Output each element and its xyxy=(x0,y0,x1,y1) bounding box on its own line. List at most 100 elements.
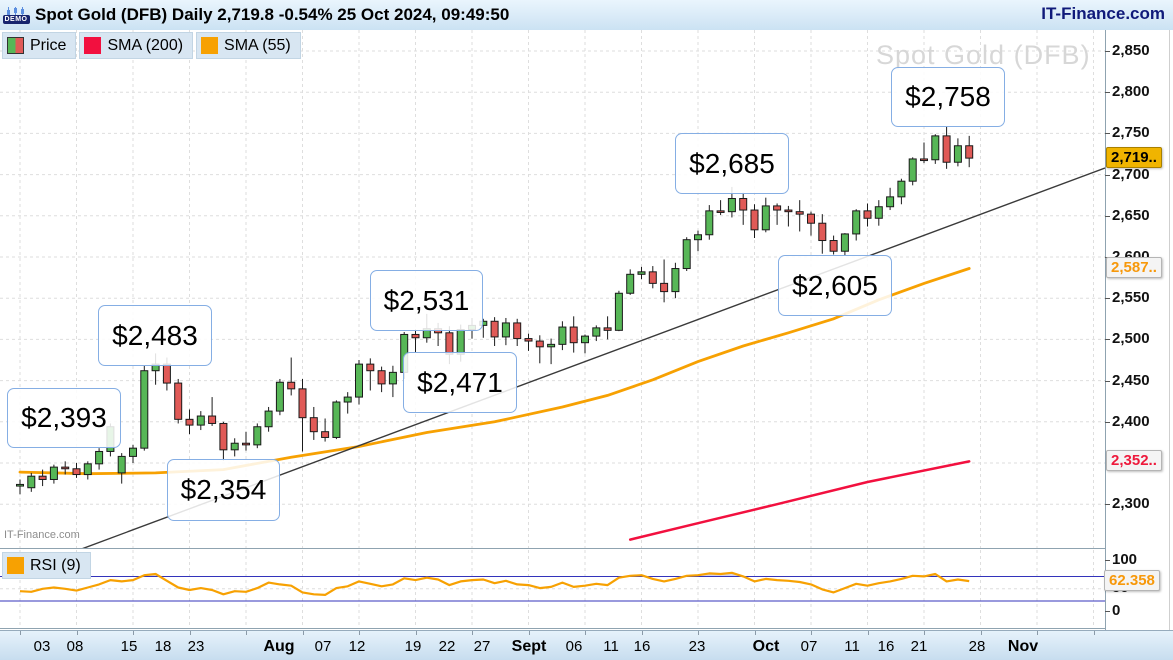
candle[interactable] xyxy=(920,142,928,164)
candle[interactable] xyxy=(852,209,861,241)
candle[interactable] xyxy=(27,472,36,492)
candle[interactable] xyxy=(558,321,567,351)
candle[interactable] xyxy=(863,203,872,227)
candle[interactable] xyxy=(818,214,827,254)
axis-tick-mark xyxy=(1105,339,1110,340)
candle[interactable] xyxy=(366,358,375,391)
candle[interactable] xyxy=(874,200,883,226)
price-annotation[interactable]: $2,758 xyxy=(891,67,1005,127)
candle[interactable] xyxy=(230,438,239,457)
candle[interactable] xyxy=(716,200,725,215)
candle[interactable] xyxy=(72,463,81,478)
price-annotation[interactable]: $2,531 xyxy=(370,270,483,331)
legend-chip-price[interactable]: Price xyxy=(2,32,77,59)
sma200-swatch-icon xyxy=(84,37,102,54)
price-annotation[interactable]: $2,471 xyxy=(403,352,517,413)
candle[interactable] xyxy=(840,233,849,256)
legend-chip-sma200[interactable]: SMA (200) xyxy=(79,32,194,59)
candle[interactable] xyxy=(411,329,420,353)
candle[interactable] xyxy=(38,469,47,487)
candle[interactable] xyxy=(660,259,669,303)
candle[interactable] xyxy=(377,366,386,393)
candle[interactable] xyxy=(501,317,510,346)
candle[interactable] xyxy=(581,334,589,354)
price-annotation[interactable]: $2,393 xyxy=(7,388,121,448)
candle[interactable] xyxy=(750,204,759,239)
candle[interactable] xyxy=(332,400,341,440)
candle[interactable] xyxy=(264,406,273,432)
candle[interactable] xyxy=(942,126,951,169)
candle[interactable] xyxy=(965,135,974,168)
price-annotation[interactable]: $2,605 xyxy=(778,255,892,316)
candle[interactable] xyxy=(242,431,250,451)
candle[interactable] xyxy=(16,479,24,495)
value-axis-pane[interactable] xyxy=(1105,30,1173,630)
candle[interactable] xyxy=(795,200,804,232)
candle[interactable] xyxy=(253,423,262,449)
candle[interactable] xyxy=(547,338,556,365)
candle[interactable] xyxy=(592,325,601,342)
candle[interactable] xyxy=(140,365,149,451)
candle[interactable] xyxy=(614,290,623,332)
candle[interactable] xyxy=(694,230,702,252)
candle[interactable] xyxy=(61,461,70,475)
panel-divider[interactable] xyxy=(0,548,1105,549)
candle[interactable] xyxy=(784,205,793,227)
candle[interactable] xyxy=(95,448,104,470)
sma200-line[interactable] xyxy=(628,460,971,541)
candle[interactable] xyxy=(219,421,228,461)
candle[interactable] xyxy=(705,205,714,240)
rsi-indicator-panel[interactable] xyxy=(0,550,1105,629)
candle[interactable] xyxy=(773,203,782,225)
candle[interactable] xyxy=(355,360,363,405)
candle[interactable] xyxy=(761,197,770,233)
candle[interactable] xyxy=(388,365,397,398)
rsi-chart-canvas[interactable] xyxy=(0,550,1105,628)
candle[interactable] xyxy=(298,378,307,452)
candle[interactable] xyxy=(535,335,544,364)
time-axis-tick xyxy=(416,631,417,635)
candle[interactable] xyxy=(886,187,895,211)
time-axis-day-label: 11 xyxy=(844,638,860,655)
candle[interactable] xyxy=(897,178,906,205)
candle[interactable] xyxy=(953,138,962,167)
candle[interactable] xyxy=(83,461,92,480)
candle[interactable] xyxy=(185,409,194,435)
time-axis-strip[interactable]: 03 08 15 18 23 Aug 07 12 19 22 27 Sept 06 11 16 23 Oct 07… xyxy=(0,630,1173,660)
candle[interactable] xyxy=(174,378,183,424)
candle[interactable] xyxy=(490,317,499,346)
rsi-line[interactable] xyxy=(19,571,970,597)
candle[interactable] xyxy=(739,192,748,225)
candle[interactable] xyxy=(343,392,352,414)
candle[interactable] xyxy=(807,211,815,236)
legend-chip-rsi[interactable]: RSI (9) xyxy=(2,552,91,579)
candle[interactable] xyxy=(648,266,657,289)
candle[interactable] xyxy=(637,266,646,280)
candle[interactable] xyxy=(603,316,612,340)
candle[interactable] xyxy=(569,316,578,353)
candle[interactable] xyxy=(208,397,217,426)
candle[interactable] xyxy=(49,464,58,484)
time-axis-day-label: 28 xyxy=(968,638,986,655)
candle[interactable] xyxy=(513,318,522,346)
candle[interactable] xyxy=(626,269,635,295)
brand-link[interactable]: IT-Finance.com xyxy=(1041,4,1165,23)
legend-chip-sma55[interactable]: SMA (55) xyxy=(196,32,301,59)
price-annotation[interactable]: $2,685 xyxy=(675,133,789,194)
candle[interactable] xyxy=(287,357,296,396)
candle[interactable] xyxy=(129,444,137,463)
candle[interactable] xyxy=(309,406,318,440)
candle[interactable] xyxy=(829,235,838,255)
candle[interactable] xyxy=(117,453,126,484)
candle[interactable] xyxy=(682,237,691,272)
candle[interactable] xyxy=(931,134,940,164)
candle[interactable] xyxy=(275,378,284,416)
candle[interactable] xyxy=(321,418,330,442)
candle[interactable] xyxy=(908,157,917,186)
candle[interactable] xyxy=(671,262,680,299)
price-annotation[interactable]: $2,354 xyxy=(167,459,280,521)
price-annotation[interactable]: $2,483 xyxy=(98,305,212,366)
candle[interactable] xyxy=(196,411,205,431)
time-axis-tick xyxy=(246,631,247,635)
candle[interactable] xyxy=(524,333,533,351)
